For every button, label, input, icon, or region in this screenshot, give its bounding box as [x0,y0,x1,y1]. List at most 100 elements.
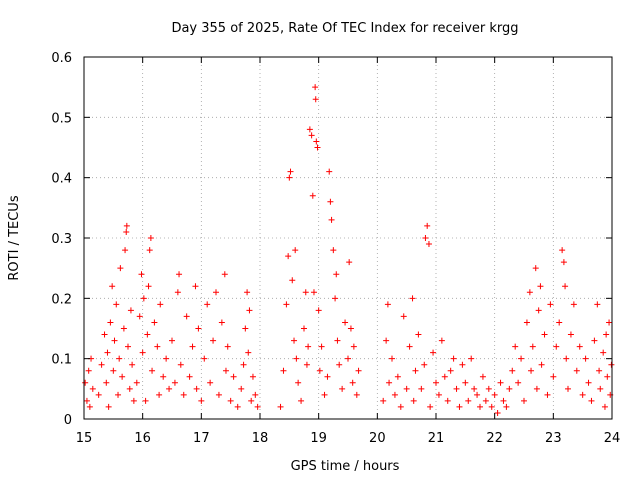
data-point [89,385,96,392]
data-point [410,397,417,404]
data-point [563,355,570,362]
data-point [136,313,143,320]
x-tick-label: 22 [486,431,503,446]
data-point [389,355,395,362]
data-point [537,283,544,290]
data-point [324,373,331,380]
data-point [479,373,486,380]
data-point [83,397,90,404]
data-point [119,373,126,380]
data-point [140,295,147,302]
data-point [532,265,539,272]
data-point [163,355,170,362]
data-point [286,174,293,181]
data-point [509,367,516,374]
data-point [227,397,234,404]
data-point [512,343,519,350]
data-point [301,325,307,332]
data-point [424,222,431,229]
data-point [171,379,178,386]
data-point [600,349,607,356]
data-point [503,403,510,410]
data-point [415,331,422,338]
data-point [154,343,161,350]
data-point [224,343,231,350]
data-point [488,403,495,410]
data-point [347,325,354,332]
data-point [421,361,428,368]
data-point [591,337,598,344]
data-point [82,379,89,386]
data-point [333,271,340,278]
data-point [86,403,93,410]
x-tick-label: 23 [545,431,562,446]
data-point [151,319,158,326]
data-point [471,385,478,392]
data-point [326,168,333,175]
data-point [234,403,241,410]
x-tick-label: 24 [604,431,621,446]
data-point [105,403,112,410]
x-tick-label: 15 [76,431,93,446]
x-tick-label: 20 [369,431,386,446]
data-point [248,397,255,404]
data-point [254,403,261,410]
data-point [85,367,92,374]
x-tick-label: 16 [134,431,151,446]
data-point [107,319,114,326]
data-point [122,247,129,254]
data-point [238,385,245,392]
data-point [285,253,292,260]
data-point [573,367,580,374]
data-point [249,373,256,380]
data-point [485,385,492,392]
data-point [576,343,583,350]
data-point [556,319,563,326]
data-point [318,343,325,350]
data-point [582,355,589,362]
data-point [336,361,343,368]
x-axis-ticks: 15 16 17 18 19 20 21 22 23 24 [76,57,621,446]
data-point [596,367,603,374]
x-tick-label: 19 [310,431,327,446]
data-point [210,337,217,344]
y-tick-label: 0 [64,413,72,428]
data-point [95,391,102,398]
data-point [192,283,199,290]
data-point [160,373,167,380]
data-point [447,367,454,374]
y-tick-label: 0.6 [51,51,72,66]
data-point [456,403,463,410]
data-point [277,403,284,410]
data-point [215,391,222,398]
data-point [570,301,577,308]
data-point [189,343,196,350]
data-point [412,367,419,374]
data-point [560,259,567,266]
data-point [403,385,410,392]
data-point [444,397,451,404]
data-point [350,343,357,350]
data-point [494,409,501,416]
data-point [130,397,137,404]
data-point [291,337,298,344]
data-point [327,198,334,205]
data-point [544,391,551,398]
data-point [293,355,300,362]
data-point [221,271,228,278]
y-tick-label: 0.2 [51,292,72,307]
data-point [342,319,349,326]
data-point [149,367,156,374]
data-point [328,216,335,223]
data-point [450,355,457,362]
data-point [298,397,305,404]
data-point [110,367,117,374]
data-point [453,385,460,392]
data-point [562,283,569,290]
data-point [459,361,466,368]
data-point [207,379,214,386]
data-point [145,283,152,290]
data-point [380,397,387,404]
data-point [280,367,287,374]
